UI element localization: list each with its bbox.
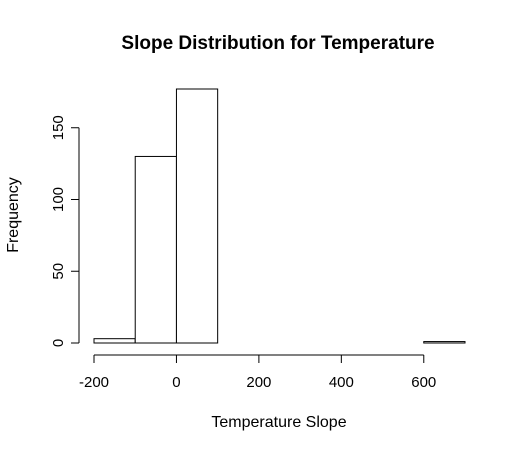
y-tick-label-3: 150 <box>50 115 67 140</box>
x-axis-label: Temperature Slope <box>211 414 346 431</box>
histogram-bar-1 <box>134 155 177 344</box>
histogram-bar-0 <box>93 338 136 344</box>
x-tick-label-3: 400 <box>329 374 354 391</box>
chart-title: Slope Distribution for Temperature <box>121 33 434 54</box>
y-axis-label: Frequency <box>5 177 22 253</box>
y-tick-label-2: 100 <box>50 187 67 212</box>
x-tick-label-0: -200 <box>79 374 109 391</box>
bars-group <box>93 88 466 344</box>
y-tick-label-0: 0 <box>50 339 67 347</box>
x-tick-label-2: 200 <box>246 374 271 391</box>
histogram-bar-2 <box>175 88 219 344</box>
y-axis: 0 50 100 150 <box>50 115 80 347</box>
y-tick-label-1: 50 <box>50 263 67 280</box>
x-tick-label-1: 0 <box>172 374 180 391</box>
x-axis: -200 0 200 400 600 <box>79 354 436 391</box>
x-tick-label-4: 600 <box>411 374 436 391</box>
histogram-bar-8 <box>423 341 466 344</box>
